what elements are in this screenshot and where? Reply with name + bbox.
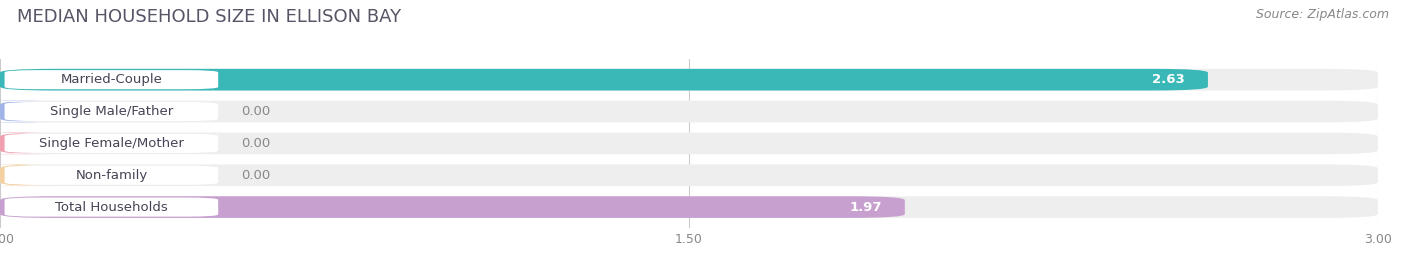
FancyBboxPatch shape — [0, 196, 905, 218]
Text: 2.63: 2.63 — [1153, 73, 1185, 86]
FancyBboxPatch shape — [0, 133, 55, 154]
FancyBboxPatch shape — [0, 133, 1378, 154]
FancyBboxPatch shape — [0, 164, 1378, 186]
Text: Married-Couple: Married-Couple — [60, 73, 162, 86]
Text: Non-family: Non-family — [76, 169, 148, 182]
FancyBboxPatch shape — [4, 166, 218, 185]
Text: 0.00: 0.00 — [242, 169, 270, 182]
FancyBboxPatch shape — [0, 69, 1208, 91]
Text: MEDIAN HOUSEHOLD SIZE IN ELLISON BAY: MEDIAN HOUSEHOLD SIZE IN ELLISON BAY — [17, 8, 401, 26]
FancyBboxPatch shape — [0, 164, 55, 186]
FancyBboxPatch shape — [4, 102, 218, 121]
Text: Single Female/Mother: Single Female/Mother — [39, 137, 184, 150]
FancyBboxPatch shape — [0, 196, 1378, 218]
Text: 0.00: 0.00 — [242, 137, 270, 150]
FancyBboxPatch shape — [4, 70, 218, 89]
Text: Source: ZipAtlas.com: Source: ZipAtlas.com — [1256, 8, 1389, 21]
FancyBboxPatch shape — [4, 134, 218, 153]
Text: 1.97: 1.97 — [849, 200, 882, 214]
FancyBboxPatch shape — [4, 198, 218, 217]
Text: Single Male/Father: Single Male/Father — [49, 105, 173, 118]
Text: Total Households: Total Households — [55, 200, 167, 214]
FancyBboxPatch shape — [0, 101, 55, 122]
FancyBboxPatch shape — [0, 101, 1378, 122]
FancyBboxPatch shape — [0, 69, 1378, 91]
Text: 0.00: 0.00 — [242, 105, 270, 118]
